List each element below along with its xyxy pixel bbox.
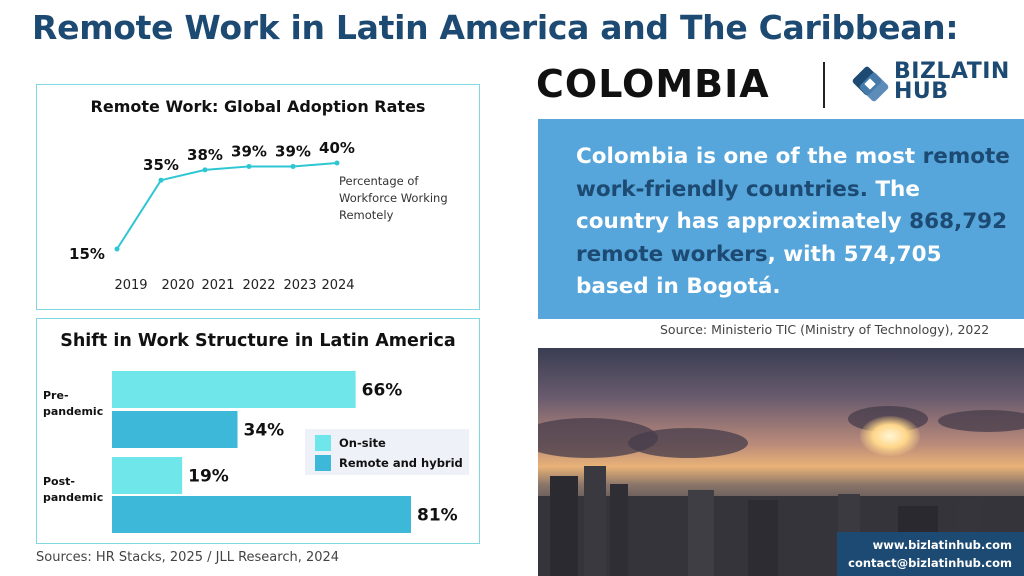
structure-chart-title: Shift in Work Structure in Latin America: [60, 331, 456, 351]
adoption-series-line: [116, 162, 338, 250]
info-part3: , with 574,705 based in Bogotá.: [576, 241, 942, 300]
info-highlight1: remote work-friendly countries.: [576, 144, 1010, 202]
sun-glow: [860, 416, 920, 456]
data-label: 35%: [143, 156, 179, 174]
email-link[interactable]: contact@bizlatinhub.com: [848, 556, 1012, 570]
category-label: pandemic: [43, 405, 103, 418]
work-structure-panel: Shift in Work Structure in Latin America…: [36, 318, 480, 544]
bar-data-label: 19%: [188, 467, 229, 487]
category-label: Post-: [43, 475, 75, 488]
info-text: Colombia is one of the most remote work-…: [576, 141, 1016, 304]
legend-swatch-remote: [315, 455, 331, 471]
data-label: 39%: [275, 142, 311, 160]
legend-item-remote: Remote and hybrid: [315, 455, 463, 471]
data-point: [114, 246, 120, 252]
colombia-info-box: Colombia is one of the most remote work-…: [538, 119, 1024, 319]
info-source: Source: Ministerio TIC (Ministry of Tech…: [660, 322, 990, 337]
work-structure-bar-chart: 66% 19% 34% 81% Pre-pandemic Post-pandemic: [43, 371, 458, 533]
cloud: [628, 428, 748, 458]
adoption-chart-title: Remote Work: Global Adoption Rates: [90, 97, 426, 116]
header-divider: [823, 62, 825, 108]
bar: [112, 496, 411, 533]
data-point: [202, 167, 208, 173]
info-part1: Colombia is one of the most: [576, 144, 923, 169]
data-point: [334, 160, 340, 166]
x-tick-label: 2024: [321, 278, 354, 293]
x-tick-label: 2020: [161, 278, 194, 293]
x-tick-label: 2019: [114, 278, 147, 293]
info-highlight2: 868,792 remote workers: [576, 209, 1008, 267]
data-label: 39%: [231, 142, 267, 160]
cloud: [938, 410, 1024, 432]
legend-label-onsite: On-site: [339, 436, 386, 450]
chart-annotation: Percentage of Workforce Working Remotely: [339, 174, 448, 222]
bar: [112, 371, 356, 408]
contact-box: www.bizlatinhub.com contact@bizlatinhub.…: [837, 532, 1024, 576]
country-heading: COLOMBIA: [536, 62, 770, 106]
legend-label-remote: Remote and hybrid: [339, 456, 463, 470]
bizlatinhub-logo[interactable]: BIZLATIN HUB: [852, 61, 1009, 106]
bar: [112, 457, 183, 494]
page-title: Remote Work in Latin America and The Car…: [32, 8, 959, 47]
data-point: [290, 163, 296, 169]
legend-swatch-onsite: [315, 435, 331, 451]
data-point: [246, 163, 252, 169]
website-link[interactable]: www.bizlatinhub.com: [872, 538, 1012, 552]
bar-data-label: 66%: [362, 381, 403, 401]
category-label: Pre-: [43, 389, 69, 402]
bar-data-label: 34%: [244, 421, 285, 441]
bar: [112, 411, 238, 448]
data-label: 40%: [319, 139, 355, 157]
data-label: 15%: [69, 245, 105, 263]
adoption-rates-panel: Remote Work: Global Adoption Rates 15% 35…: [36, 84, 480, 310]
x-tick-label: 2023: [283, 278, 316, 293]
bar-data-label: 81%: [417, 506, 458, 526]
adoption-line-chart: 15% 35% 38% 39% 39% 40% 2019 2020 2021 2022 2023 20…: [69, 139, 355, 293]
data-label: 38%: [187, 146, 223, 164]
category-label: pandemic: [43, 491, 103, 504]
logo-text-line1: BIZLATIN: [894, 59, 1010, 84]
x-tick-label: 2022: [242, 278, 275, 293]
x-tick-label: 2021: [201, 278, 234, 293]
legend-item-onsite: On-site: [315, 435, 386, 451]
info-part2: The country has approximately: [576, 176, 920, 235]
sources-note: Sources: HR Stacks, 2025 / JLL Research,…: [36, 550, 340, 565]
data-point: [158, 177, 164, 183]
logo-text-line2: HUB: [894, 79, 949, 104]
chart-legend: On-site Remote and hybrid: [305, 429, 469, 475]
logo-mark-icon: [852, 66, 889, 102]
